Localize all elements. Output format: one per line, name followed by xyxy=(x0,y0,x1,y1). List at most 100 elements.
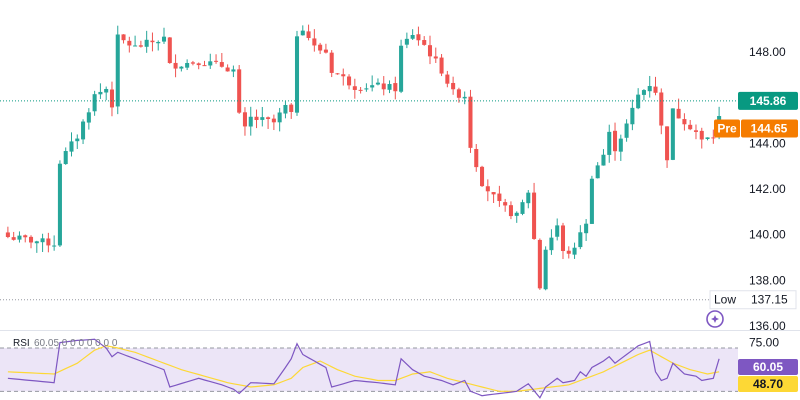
candle-body xyxy=(5,232,10,238)
rsi-ma-value-tag-text: 48.70 xyxy=(753,377,783,391)
low-tag xyxy=(709,290,797,310)
candle-body xyxy=(52,245,57,247)
candle-body xyxy=(624,123,629,138)
last-price-tag xyxy=(738,91,798,110)
candle-body xyxy=(161,36,167,42)
candle-body xyxy=(347,76,352,86)
candle-body xyxy=(410,35,415,39)
candle-body xyxy=(665,126,670,161)
last-price-tag-text: 145.86 xyxy=(750,94,787,108)
candle-body xyxy=(676,108,681,119)
candle-body xyxy=(526,192,531,204)
candle-body xyxy=(607,131,612,155)
candle-body xyxy=(641,90,646,95)
candle-body xyxy=(283,104,288,114)
candle-body xyxy=(28,236,34,243)
candle-body xyxy=(104,88,109,93)
candles-layer xyxy=(5,24,722,291)
premarket-value: 144.65 xyxy=(751,121,788,135)
candle-body xyxy=(670,108,675,160)
candle-body xyxy=(335,73,340,75)
candle-body xyxy=(630,107,635,125)
candle-body xyxy=(572,247,577,255)
candle-body xyxy=(555,225,560,237)
candle-body xyxy=(659,92,664,126)
premarket-value-tag xyxy=(741,119,798,138)
sparkle-icon[interactable] xyxy=(706,310,724,328)
candle-body xyxy=(17,235,22,240)
candle-body xyxy=(399,45,404,92)
candle-body xyxy=(248,116,253,127)
candle-body xyxy=(254,116,259,121)
low-value: 137.15 xyxy=(751,293,788,307)
candle-body xyxy=(40,238,45,243)
candle-body xyxy=(543,249,548,290)
candle-body xyxy=(196,63,201,66)
candle-body xyxy=(121,34,126,41)
candle-body xyxy=(427,45,433,57)
price-axis-tick: 138.00 xyxy=(749,273,786,287)
low-label: Low xyxy=(714,293,736,307)
candle-body xyxy=(532,192,537,239)
candle-body xyxy=(549,237,554,251)
candle-body xyxy=(156,41,161,44)
candle-body xyxy=(231,69,236,72)
candle-body xyxy=(485,186,490,192)
candle-body xyxy=(271,118,276,123)
candle-body xyxy=(237,69,242,113)
candle-body xyxy=(46,238,51,246)
price-axis-tick: 142.00 xyxy=(749,182,786,196)
rsi-ma-line xyxy=(7,345,720,392)
candle-body xyxy=(468,96,473,148)
candle-body xyxy=(179,66,184,69)
candle-body xyxy=(613,130,618,152)
candle-body xyxy=(63,151,68,165)
candle-body xyxy=(323,49,328,53)
candle-body xyxy=(57,163,62,246)
candle-body xyxy=(514,212,519,216)
candle-body xyxy=(422,40,427,45)
candle-body xyxy=(11,237,16,240)
candle-body xyxy=(589,178,594,224)
premarket-label: Pre xyxy=(717,121,737,135)
candle-body xyxy=(647,86,652,92)
candle-body xyxy=(520,202,525,214)
price-axis: 148.00146.00144.00142.00140.00138.00136.… xyxy=(749,45,786,333)
candle-body xyxy=(127,40,132,46)
candle-body xyxy=(480,166,485,187)
candle-body xyxy=(636,94,641,109)
candle-body xyxy=(653,86,658,93)
candle-body xyxy=(393,83,398,92)
candle-body xyxy=(185,63,190,68)
candle-body xyxy=(584,223,589,234)
candle-body xyxy=(508,205,513,217)
candle-body xyxy=(294,36,300,113)
candle-body xyxy=(693,130,699,132)
candle-body xyxy=(242,112,247,127)
candle-body xyxy=(497,193,502,202)
candle-body xyxy=(462,96,467,99)
candle-body xyxy=(595,165,600,179)
candle-body xyxy=(312,38,317,46)
rsi-title: RSI xyxy=(13,338,30,349)
candle-body xyxy=(138,45,143,47)
rsi-value-tag-text: 60.05 xyxy=(753,360,783,374)
candle-body xyxy=(289,104,294,112)
candle-body xyxy=(711,137,716,139)
candle-body xyxy=(208,61,213,66)
candle-body xyxy=(144,39,149,47)
candle-body xyxy=(416,34,421,41)
price-axis-tick: 136.00 xyxy=(749,319,786,333)
rsi-ma-value-tag xyxy=(738,376,798,392)
candle-body xyxy=(202,65,207,67)
candle-body xyxy=(23,235,28,238)
candle-body xyxy=(682,119,687,125)
rsi-axis-tick: 75.00 xyxy=(749,336,779,350)
candle-body xyxy=(537,239,542,289)
candle-body xyxy=(433,56,438,59)
candle-body xyxy=(306,31,311,39)
candle-body xyxy=(387,84,392,90)
rsi-line xyxy=(7,338,720,399)
candle-body xyxy=(705,137,710,140)
